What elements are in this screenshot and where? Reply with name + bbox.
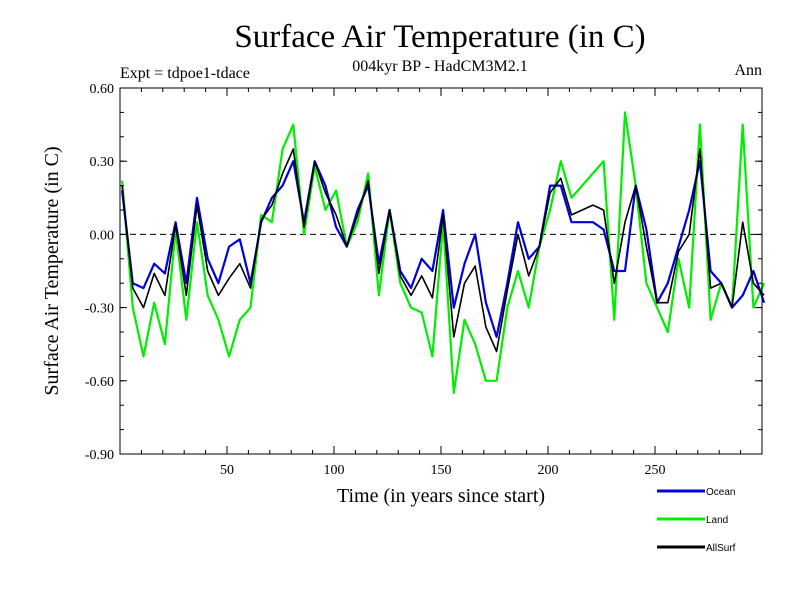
axis-ticks: 0.60 0.30 0.00 -0.30 -0.60 -0.90 50 100 150 200 25… — [85, 82, 762, 478]
chart-title: Surface Air Temperature (in C) — [234, 19, 645, 55]
series-line-land — [121, 111, 766, 395]
y-tick-label: -0.30 — [85, 302, 114, 317]
y-tick-label: 0.30 — [90, 155, 115, 170]
x-tick-label: 150 — [431, 463, 452, 478]
y-tick-label: 0.60 — [90, 82, 115, 97]
experiment-label: Expt = tdpoe1-tdace — [120, 65, 250, 82]
legend-label-allsurf: AllSurf — [706, 543, 736, 554]
plot-frame — [119, 87, 763, 455]
x-tick-label: 100 — [324, 463, 345, 478]
series-line-allsurf — [121, 148, 765, 353]
legend: Ocean Land AllSurf — [657, 487, 736, 554]
y-tick-label: -0.90 — [85, 448, 114, 463]
x-tick-label: 200 — [538, 463, 559, 478]
y-tick-label: -0.60 — [85, 375, 114, 390]
x-axis-label: Time (in years since start) — [337, 485, 545, 507]
chart-subtitle: 004kyr BP - HadCM3M2.1 — [352, 58, 527, 75]
x-tick-label: 50 — [220, 463, 234, 478]
legend-label-ocean: Ocean — [706, 487, 735, 498]
plot-lines — [120, 111, 766, 395]
legend-label-land: Land — [706, 515, 728, 526]
y-tick-label: 0.00 — [90, 228, 115, 243]
series-line-ocean — [121, 160, 766, 338]
y-axis-label: Surface Air Temperature (in C) — [41, 146, 63, 395]
season-label: Ann — [734, 62, 762, 79]
x-tick-label: 250 — [645, 463, 666, 478]
